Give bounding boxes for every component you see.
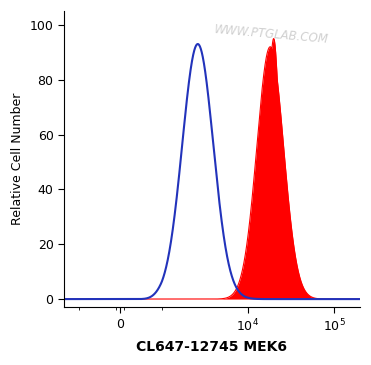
Y-axis label: Relative Cell Number: Relative Cell Number (11, 93, 24, 226)
Text: WWW.PTGLAB.COM: WWW.PTGLAB.COM (213, 23, 329, 46)
X-axis label: CL647-12745 MEK6: CL647-12745 MEK6 (137, 340, 288, 354)
